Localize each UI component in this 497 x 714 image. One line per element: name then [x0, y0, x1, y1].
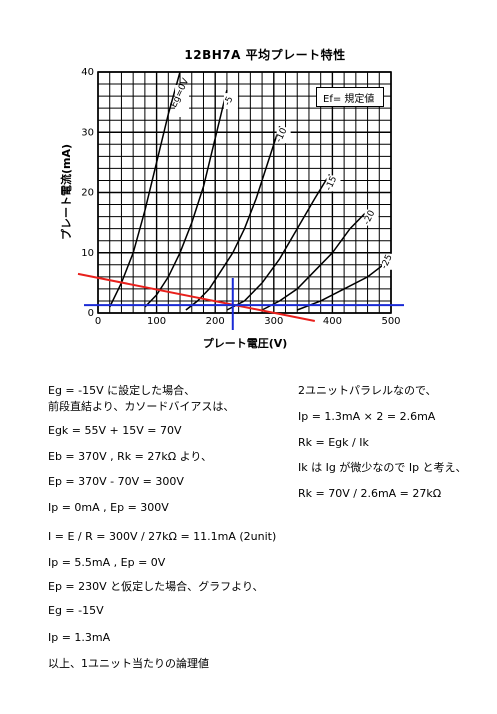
curve-label-bg — [223, 93, 238, 110]
curve-label-bg — [382, 253, 396, 270]
right-line: Rk = 70V / 2.6mA = 27kΩ — [298, 487, 442, 500]
right-line: Rk = Egk / Ik — [298, 436, 369, 449]
plate-curve — [296, 258, 392, 311]
curve-label-bg — [276, 127, 291, 144]
x-axis-label: プレート電圧(V) — [203, 336, 288, 350]
x-tick-label: 0 — [95, 316, 101, 327]
left-line: Egk = 55V + 15V = 70V — [48, 424, 182, 437]
x-tick-label: 100 — [147, 316, 166, 327]
legend-text: Ef= 規定値 — [323, 94, 375, 105]
left-line: Ip = 5.5mA , Ep = 0V — [48, 556, 166, 569]
left-line: Ep = 370V - 70V = 300V — [48, 475, 184, 488]
left-line: Eg = -15V に設定した場合、 — [48, 384, 196, 397]
x-tick-label: 500 — [381, 316, 400, 327]
y-axis-label: プレート電流(mA) — [59, 144, 73, 240]
left-line: Ep = 230V と仮定した場合、グラフより、 — [48, 580, 264, 593]
left-line: Ip = 0mA , Ep = 300V — [48, 501, 169, 514]
y-tick-label: 40 — [81, 67, 94, 78]
x-tick-label: 200 — [206, 316, 225, 327]
x-tick-label: 300 — [264, 316, 283, 327]
left-line: I = E / R = 300V / 27kΩ = 11.1mA (2unit) — [48, 530, 277, 543]
plate-curve — [226, 174, 331, 311]
left-line: Eg = -15V — [48, 604, 104, 617]
right-line: Ik は Ig が微少なので Ip と考え、 — [298, 461, 467, 474]
left-line: Eb = 370V , Rk = 27kΩ より、 — [48, 450, 212, 463]
left-line: Ip = 1.3mA — [48, 631, 111, 644]
plot-frame — [97, 71, 392, 314]
plate-characteristics-chart: 0 100 200 300 400 500 0 10 20 30 40 プレート電圧(V) プレート電流… — [59, 67, 404, 350]
load-line — [77, 272, 316, 322]
left-line: 前段直結より、カソードバイアスは、 — [48, 400, 235, 413]
chart-title: 12BH7A 平均プレート特性 — [184, 48, 346, 62]
right-line: Ip = 1.3mA × 2 = 2.6mA — [298, 410, 436, 423]
y-tick-label: 20 — [81, 188, 94, 199]
plate-curve — [185, 125, 281, 311]
plate-curve — [144, 89, 228, 308]
x-tick-label: 400 — [323, 316, 342, 327]
y-tick-label: 10 — [81, 248, 94, 259]
plate-curve — [261, 210, 369, 311]
curve-label-bg — [326, 175, 341, 192]
y-tick-label: 30 — [81, 127, 94, 138]
legend-box: Ef= 規定値 — [316, 87, 384, 107]
curve-label-bg — [364, 209, 379, 226]
right-line: 2ユニットパラレルなので、 — [298, 384, 437, 397]
left-line: 以上、1ユニット当たりの論理値 — [48, 657, 209, 670]
curve-label-bg — [175, 85, 190, 117]
curve-label: -5 — [223, 95, 236, 107]
y-tick-label: 0 — [88, 308, 94, 319]
